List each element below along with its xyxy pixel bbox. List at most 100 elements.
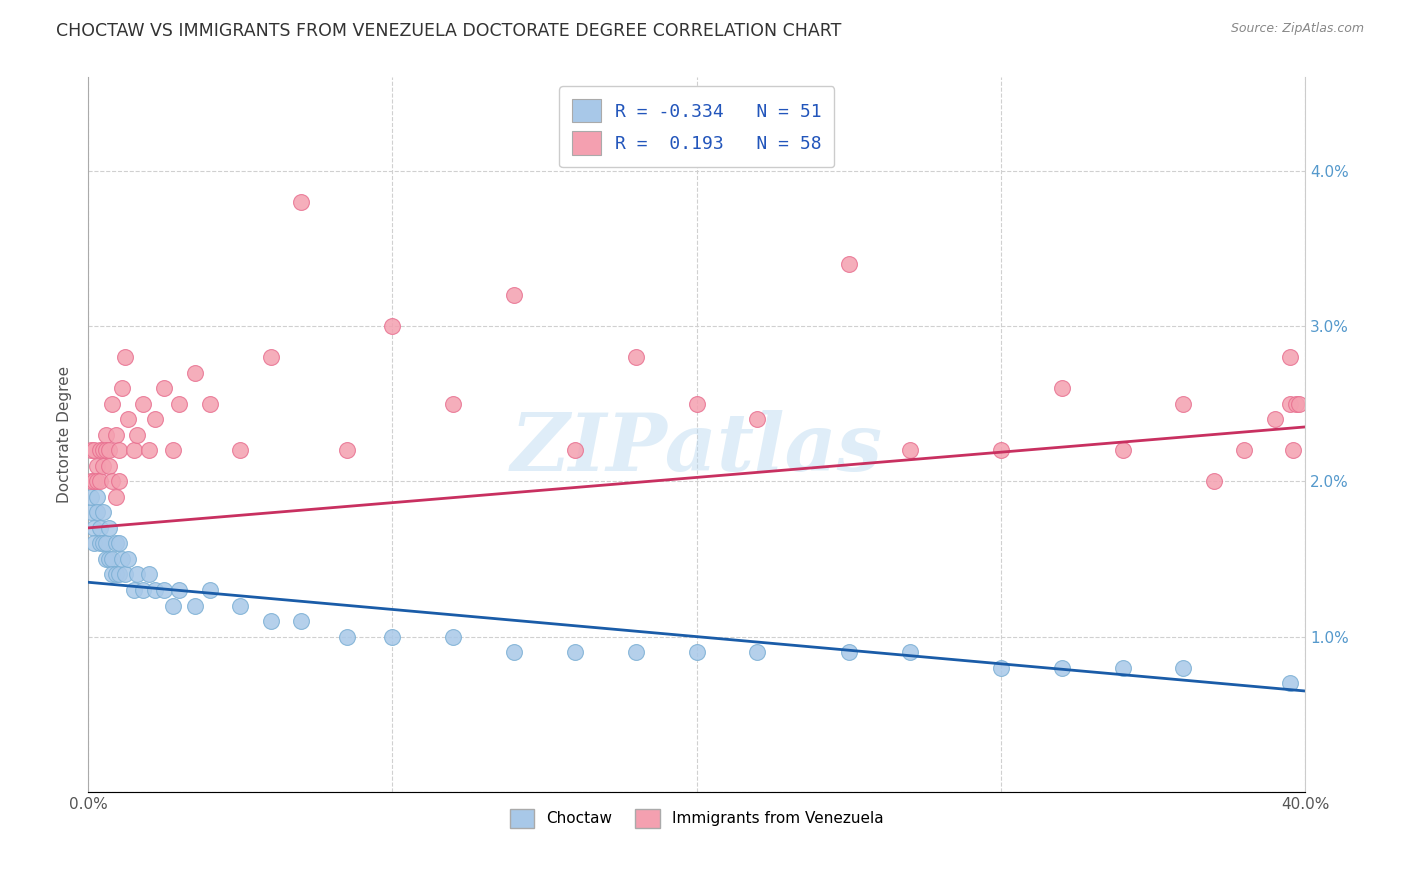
Point [685,397,707,411]
Point [441,630,464,644]
Point [86,475,108,489]
Point [162,599,184,613]
Point [441,397,464,411]
Point [1050,661,1073,675]
Point [83,536,105,550]
Point [838,257,860,271]
Point [125,567,148,582]
Point [260,614,283,628]
Point [89,475,111,489]
Point [86,505,108,519]
Point [503,645,526,659]
Point [1278,676,1301,690]
Point [685,645,707,659]
Point [290,614,312,628]
Point [101,552,124,566]
Point [138,567,160,582]
Point [107,443,129,458]
Point [104,490,127,504]
Point [114,567,136,582]
Point [183,599,205,613]
Point [838,645,860,659]
Point [229,443,252,458]
Point [89,521,111,535]
Point [1111,443,1133,458]
Point [101,567,124,582]
Point [1173,661,1195,675]
Point [1111,661,1133,675]
Point [169,397,191,411]
Point [1264,412,1286,426]
Point [125,427,148,442]
Point [104,536,127,550]
Point [89,443,111,458]
Point [564,645,586,659]
Point [564,443,586,458]
Point [1285,397,1308,411]
Y-axis label: Doctorate Degree: Doctorate Degree [58,366,72,503]
Point [747,412,769,426]
Point [503,288,526,302]
Point [98,458,121,473]
Point [117,552,139,566]
Point [1288,397,1310,411]
Point [96,443,118,458]
Point [336,443,359,458]
Point [110,552,132,566]
Point [80,443,103,458]
Point [93,443,115,458]
Point [89,536,111,550]
Point [381,318,404,333]
Point [101,475,124,489]
Point [162,443,184,458]
Point [107,475,129,489]
Point [153,582,176,597]
Point [1173,397,1195,411]
Point [98,521,121,535]
Point [229,599,252,613]
Point [117,412,139,426]
Point [98,552,121,566]
Point [86,458,108,473]
Point [80,505,103,519]
Point [132,582,155,597]
Point [990,443,1012,458]
Point [93,536,115,550]
Point [80,475,103,489]
Point [898,443,921,458]
Point [153,381,176,395]
Text: CHOCTAW VS IMMIGRANTS FROM VENEZUELA DOCTORATE DEGREE CORRELATION CHART: CHOCTAW VS IMMIGRANTS FROM VENEZUELA DOC… [56,22,842,40]
Point [624,350,647,364]
Point [990,661,1012,675]
Point [143,582,166,597]
Point [83,521,105,535]
Point [198,582,221,597]
Point [122,582,145,597]
Point [1233,443,1256,458]
Point [96,552,118,566]
Point [96,536,118,550]
Point [83,475,105,489]
Point [86,490,108,504]
Point [98,443,121,458]
Point [122,443,145,458]
Point [1278,397,1301,411]
Point [198,397,221,411]
Text: ZIPatlas: ZIPatlas [510,410,883,488]
Point [1202,475,1225,489]
Point [1050,381,1073,395]
Point [107,536,129,550]
Point [624,645,647,659]
Point [114,350,136,364]
Point [260,350,283,364]
Point [747,645,769,659]
Point [104,427,127,442]
Point [83,443,105,458]
Legend: Choctaw, Immigrants from Venezuela: Choctaw, Immigrants from Venezuela [503,803,890,834]
Point [96,427,118,442]
Point [183,366,205,380]
Point [104,567,127,582]
Point [132,397,155,411]
Point [169,582,191,597]
Point [93,505,115,519]
